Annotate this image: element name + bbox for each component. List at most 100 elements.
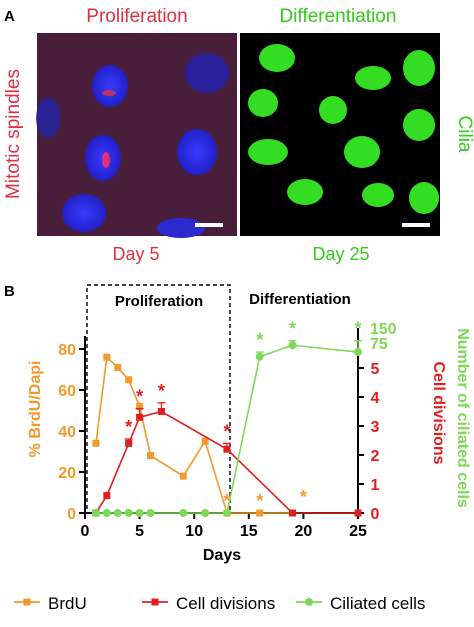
- differentiation-region-label: Differentiation: [249, 291, 351, 308]
- data-point: [201, 437, 209, 445]
- legend-marker: [151, 598, 159, 606]
- cilia-label: Cilia: [454, 116, 474, 153]
- x-tick-label: 10: [185, 523, 203, 540]
- right1-tick-label: 0: [371, 506, 380, 523]
- nucleus: [185, 53, 229, 93]
- significance-star: *: [354, 319, 361, 339]
- proliferation-region-label: Proliferation: [115, 293, 203, 310]
- day-25-label: Day 25: [312, 244, 369, 264]
- data-point: [125, 376, 133, 384]
- significance-star: *: [136, 387, 143, 407]
- x-tick-label: 15: [240, 523, 258, 540]
- left-tick-label: 60: [58, 383, 76, 400]
- significance-star: *: [223, 491, 230, 511]
- significance-star: *: [125, 417, 132, 437]
- x-axis-title: Days: [203, 547, 241, 564]
- significance-star: *: [300, 487, 307, 507]
- legend-marker: [23, 598, 31, 606]
- right1-axis-title: Cell divisions: [430, 361, 447, 464]
- cilia-cluster: [248, 139, 288, 165]
- right1-tick-label: 1: [371, 477, 380, 494]
- significance-star: *: [223, 421, 230, 441]
- day-5-label: Day 5: [112, 244, 159, 264]
- data-point: [288, 509, 296, 517]
- legend-item: Ciliated cells: [296, 594, 425, 613]
- data-point: [136, 402, 144, 410]
- x-tick-label: 25: [349, 523, 367, 540]
- data-point: [147, 452, 155, 460]
- micrograph-cilia: [240, 33, 440, 236]
- right2-axis-title: Number of ciliated cells: [454, 328, 471, 508]
- x-tick-label: 20: [295, 523, 313, 540]
- panel-b: B Proliferation Differentiation % BrdU/D…: [4, 283, 471, 564]
- mitotic-spindle: [102, 90, 116, 96]
- left-tick-label: 0: [67, 506, 76, 523]
- significance-star: *: [158, 381, 165, 401]
- micrograph-mitotic-spindles: [36, 33, 237, 238]
- left-axis-title: % BrdU/Dapi: [27, 361, 44, 458]
- data-point: [103, 492, 111, 500]
- data-point: [136, 413, 144, 421]
- data-point: [124, 509, 133, 517]
- legend-label: Cell divisions: [176, 594, 275, 613]
- differentiation-title: Differentiation: [280, 6, 397, 27]
- nucleus: [157, 218, 205, 238]
- data-point: [103, 353, 111, 361]
- legend-label: BrdU: [48, 594, 87, 613]
- significance-star: *: [256, 491, 263, 511]
- data-point: [102, 509, 111, 517]
- significance-star: *: [289, 319, 296, 339]
- data-point: [354, 509, 362, 517]
- nucleus: [177, 129, 217, 175]
- right1-tick-label: 2: [371, 448, 380, 465]
- data-point: [255, 352, 264, 361]
- proliferation-title: Proliferation: [86, 6, 187, 27]
- cilia-cluster: [403, 50, 435, 86]
- legend-item: BrdU: [14, 594, 87, 613]
- data-point: [114, 363, 122, 371]
- data-point: [113, 509, 122, 517]
- scale-bar: [195, 223, 223, 227]
- data-point: [354, 348, 362, 357]
- cilia-cluster: [409, 182, 439, 214]
- right2-tick-label: 75: [370, 336, 388, 353]
- series-brdu: * * *: [92, 353, 307, 517]
- mitotic-spindle: [102, 152, 110, 168]
- data-point: [288, 341, 297, 350]
- data-point: [222, 509, 231, 517]
- data-point: [179, 472, 187, 480]
- data-point: [201, 509, 210, 517]
- series-ciliated-cells: ** *: [91, 319, 362, 517]
- left-tick-label: 20: [58, 465, 76, 482]
- mitotic-spindles-label: Mitotic spindles: [3, 69, 24, 199]
- right1-tick-label: 4: [371, 390, 380, 407]
- cilia-cluster: [248, 89, 278, 117]
- data-point: [92, 439, 100, 447]
- nucleus: [36, 98, 60, 138]
- legend-marker: [305, 598, 313, 606]
- series-line: [95, 410, 358, 514]
- data-point: [91, 509, 100, 517]
- cilia-cluster: [344, 136, 380, 168]
- scale-bar: [402, 223, 430, 227]
- data-point: [179, 509, 188, 517]
- significance-star: *: [256, 330, 263, 350]
- legend: BrdU Cell divisions Ciliated cells: [14, 594, 425, 613]
- cilia-cluster: [362, 183, 394, 207]
- panel-a: A Proliferation Differentiation: [3, 6, 474, 264]
- cilia-cluster: [319, 96, 347, 124]
- data-point: [256, 509, 264, 517]
- cilia-cluster: [403, 109, 435, 141]
- nucleus: [62, 194, 106, 232]
- cilia-cluster: [355, 66, 391, 90]
- left-tick-label: 80: [58, 342, 76, 359]
- data-point: [135, 509, 144, 517]
- series-cell-divisions: ** **: [92, 381, 362, 517]
- data-point: [146, 509, 155, 517]
- right1-tick-label: 5: [371, 361, 380, 378]
- data-point: [125, 439, 133, 447]
- legend-item: Cell divisions: [142, 594, 275, 613]
- right2-tick-label: 150: [370, 321, 397, 338]
